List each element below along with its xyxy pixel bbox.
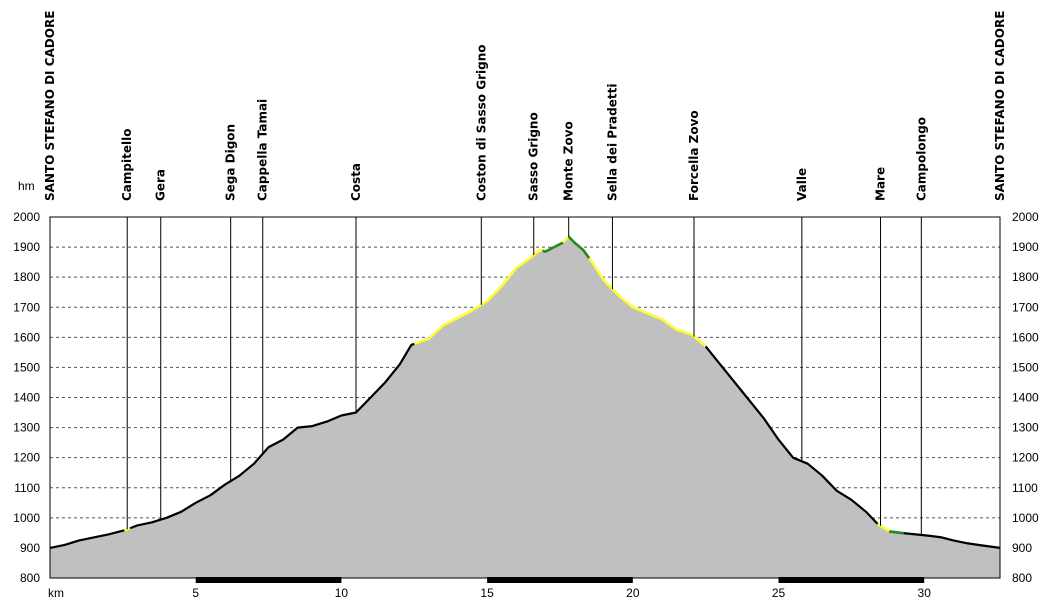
waypoint-label: Forcella Zovo [687,110,701,201]
x-tick-label: 5 [192,586,199,600]
y-tick-label: 1500 [1012,360,1039,374]
y-tick-label: 1300 [1012,421,1039,435]
y-tick-label: 1900 [13,240,40,254]
waypoint-label: SANTO STEFANO DI CADORE [993,11,1007,201]
y-tick-label: 1300 [13,421,40,435]
waypoint-label: Campolongo [914,117,928,201]
paved-segment [876,522,891,533]
y-tick-label: 1200 [1012,451,1039,465]
waypoint-label: Campitello [120,129,134,201]
waypoint-label: Monte Zovo [562,121,576,201]
waypoint-label: Valle [795,168,809,201]
waypoint-label: Cappella Tamai [256,99,270,201]
y-axis-left: 800 900 1000 1100 1200 1300 1400 1500 1600 1700 18… [13,210,40,585]
waypoint-label: Sega Digon [224,124,238,201]
waypoint-label: Mare [874,167,888,201]
waypoint-lines [126,217,922,535]
y-tick-label: 800 [1012,571,1032,585]
trail-segment [542,241,564,253]
trail-segment [567,235,591,259]
y-tick-label: 1500 [13,360,40,374]
y-tick-label: 1400 [1012,391,1039,405]
x-tick-label: 15 [480,586,494,600]
x-tick-label: 25 [772,586,786,600]
waypoint-label: Coston di Sasso Grigno [474,45,488,201]
y-tick-label: 900 [1012,541,1032,555]
y-tick-label: 1700 [13,300,40,314]
axis-scale-band [778,577,925,583]
y-tick-label: 1400 [13,391,40,405]
y-axis-right: 800 900 1000 1100 1200 1300 1400 1500 1600 1700 18… [1012,210,1039,585]
axis-scale-band [195,577,342,583]
y-axis-unit-label: hm [18,179,35,193]
waypoint-label: Sella dei Pradetti [605,84,619,201]
y-tick-label: 1700 [1012,300,1039,314]
y-tick-label: 1200 [13,451,40,465]
waypoint-label: Gera [154,169,168,201]
x-axis-unit-label: km [48,586,64,600]
paved-segment [588,257,707,348]
y-tick-label: 1800 [13,270,40,284]
y-tick-label: 800 [20,571,40,585]
paved-segment [561,235,570,244]
waypoint-label: Costa [349,163,363,201]
x-tick-label: 20 [626,586,640,600]
axis-scale-band [487,577,633,583]
waypoint-labels: SANTO STEFANO DI CADORE Campitello Gera Seg… [43,11,1007,201]
y-tick-label: 1000 [1012,511,1039,525]
x-tick-label: 10 [335,586,349,600]
profile-area [49,235,1001,578]
y-tick-label: 900 [20,541,40,555]
waypoint-label: Sasso Grigno [527,112,541,201]
waypoint-label: SANTO STEFANO DI CADORE [43,11,57,201]
y-tick-label: 1600 [1012,330,1039,344]
profile-fill [50,236,1000,578]
y-tick-label: 1600 [13,330,40,344]
y-tick-label: 1100 [14,481,40,495]
trail-segment [889,530,904,535]
y-tick-label: 1000 [13,511,40,525]
y-tick-label: 1100 [1012,481,1038,495]
y-tick-label: 1800 [1012,270,1039,284]
x-tick-label: 30 [918,586,932,600]
y-tick-label: 2000 [13,210,40,224]
paved-segment [124,526,131,532]
y-tick-label: 2000 [1012,210,1039,224]
x-axis: 5 10 15 20 25 30 [192,577,931,600]
y-tick-label: 1900 [1012,240,1039,254]
